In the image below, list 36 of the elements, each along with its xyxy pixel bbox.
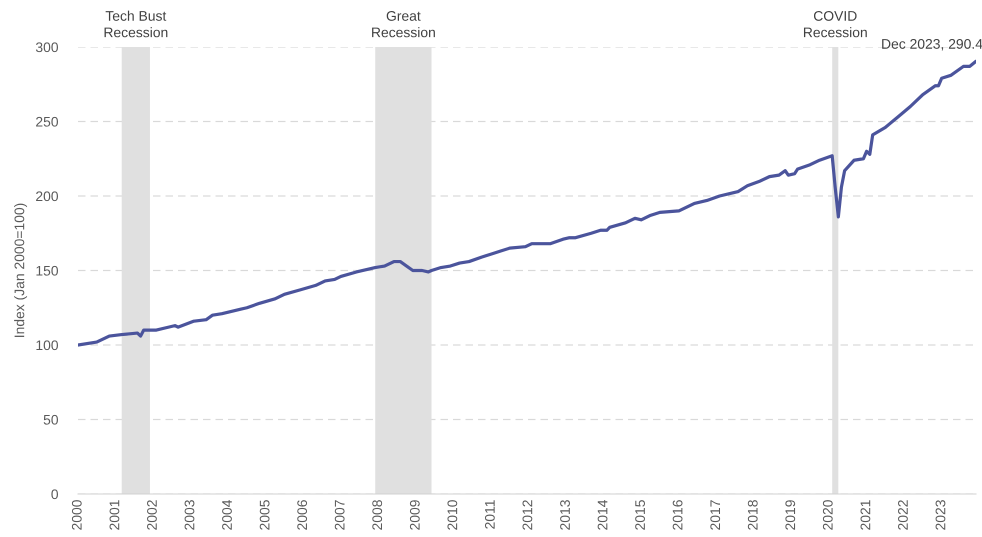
x-tick-label: 2002 <box>147 500 157 530</box>
y-tick-label: 50 <box>44 414 58 425</box>
x-tick-label: 2014 <box>598 500 608 530</box>
x-tick-label: 2005 <box>260 500 270 530</box>
x-tick-label: 2020 <box>822 500 833 530</box>
y-axis-title: Index (Jan 2000=100) <box>14 204 28 337</box>
x-tick-label: 2009 <box>410 500 420 530</box>
x-tick-label: 2000 <box>72 500 82 530</box>
x-tick-label: 2008 <box>372 500 382 530</box>
x-tick-label: 2015 <box>635 500 645 530</box>
x-tick-label: 2022 <box>898 500 908 530</box>
y-tick-label: 200 <box>36 191 58 202</box>
x-tick-label: 2021 <box>860 500 870 530</box>
band-label: Tech Bust Recession <box>104 10 168 38</box>
x-tick-label: 2004 <box>222 500 232 530</box>
x-tick-label: 2011 <box>484 500 495 529</box>
y-tick-label: 100 <box>36 340 58 350</box>
x-tick-label: 2017 <box>710 500 720 530</box>
line-series <box>78 60 976 347</box>
y-tick-label: 300 <box>36 42 58 52</box>
x-tick-label: 2006 <box>297 500 308 530</box>
x-tick-label: 2007 <box>334 500 345 530</box>
band-label: COVID Recession <box>804 11 867 38</box>
x-tick-label: 2013 <box>560 500 570 530</box>
x-tick-label: 2016 <box>672 500 683 530</box>
band-label: Great Recession <box>372 11 435 38</box>
x-tick-label: 2023 <box>936 500 946 530</box>
y-tick-label: 250 <box>36 116 58 127</box>
x-tick-label: 2019 <box>785 500 796 530</box>
x-tick-label: 2010 <box>447 500 458 530</box>
x-tick-label: 2012 <box>522 500 532 530</box>
x-tick-label: 2001 <box>110 500 120 530</box>
x-tick-label: 2018 <box>748 500 758 530</box>
y-tick-label: 150 <box>36 266 58 276</box>
y-tick-label: 0 <box>51 489 58 500</box>
x-tick-label: 2003 <box>184 500 194 530</box>
